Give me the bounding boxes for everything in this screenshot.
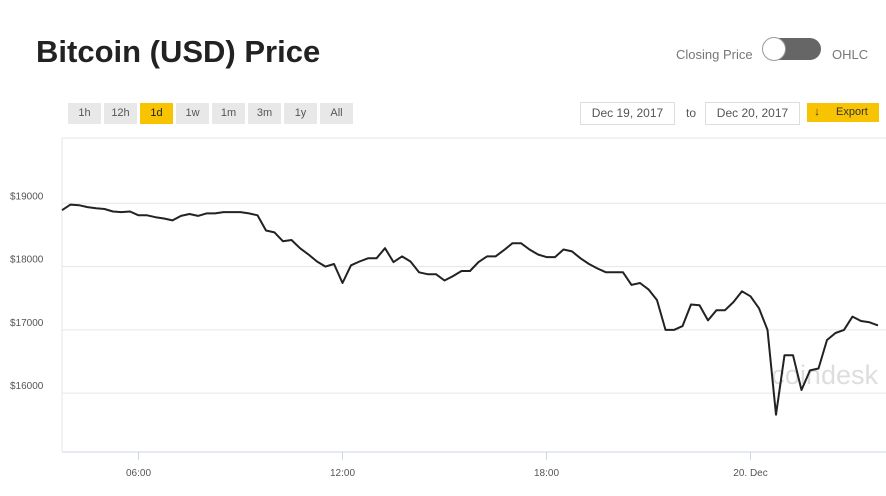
y-tick-label: $19000 <box>10 191 44 202</box>
range-button[interactable]: 1y <box>284 103 317 124</box>
range-button[interactable]: 1h <box>68 103 101 124</box>
y-tick-label: $17000 <box>10 318 44 329</box>
range-button[interactable]: All <box>320 103 353 124</box>
price-line <box>61 203 879 416</box>
toggle-label: Closing Price <box>676 47 753 62</box>
x-tick-label: 20. Dec <box>733 468 767 479</box>
date-input[interactable]: Dec 19, 2017 <box>580 102 675 125</box>
toggle-label: OHLC <box>832 47 869 62</box>
range-button[interactable]: 12h <box>104 103 137 124</box>
y-tick-label: $18000 <box>10 255 44 266</box>
range-button[interactable]: 1w <box>176 103 209 124</box>
range-button[interactable]: 3m <box>248 103 281 124</box>
y-tick-label: $16000 <box>10 381 44 392</box>
x-tick-label: 12:00 <box>330 468 355 479</box>
date-input[interactable]: Dec 20, 2017 <box>705 102 800 125</box>
watermark: coindesk <box>771 360 878 390</box>
export-icon: ↓ <box>814 106 820 118</box>
range-button[interactable]: 1m <box>212 103 245 124</box>
export-label: Export <box>836 106 868 118</box>
toggle-knob <box>762 37 786 61</box>
range-buttons: 1h 12h 1d 1w 1m 3m 1y All <box>68 103 353 124</box>
title: Bitcoin (USD) Price <box>36 34 321 69</box>
x-tick-label: 18:00 <box>534 468 559 479</box>
export-button[interactable]: ↓ Export <box>807 103 879 122</box>
date-separator: to <box>686 106 697 120</box>
x-tick-label: 06:00 <box>126 468 151 479</box>
toggle[interactable] <box>762 37 821 61</box>
range-button[interactable]: 1d <box>140 103 173 124</box>
